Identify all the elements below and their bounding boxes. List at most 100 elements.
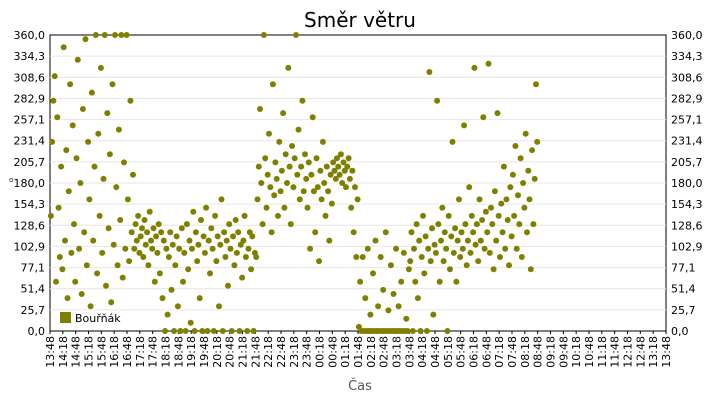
x-tick-label: 17:18: [134, 336, 147, 368]
data-point: [94, 270, 100, 276]
data-point: [272, 159, 278, 165]
data-point: [446, 213, 452, 219]
data-point: [108, 299, 114, 305]
x-tick-label: 04:18: [416, 336, 429, 368]
data-point: [212, 213, 218, 219]
data-point: [284, 180, 290, 186]
data-point: [266, 131, 272, 137]
data-point: [167, 229, 173, 235]
data-point: [335, 164, 341, 170]
data-point: [124, 32, 130, 38]
x-tick-label: 02:18: [365, 336, 378, 368]
x-tick-label: 09:18: [545, 336, 558, 368]
data-point: [518, 155, 524, 161]
data-point: [503, 196, 509, 202]
data-point: [225, 283, 231, 289]
x-tick-label: 07:18: [493, 336, 506, 368]
y-tick-label-right: 308,6: [671, 71, 703, 84]
data-point: [415, 295, 421, 301]
data-point: [63, 147, 69, 153]
data-point: [185, 266, 191, 272]
data-point: [97, 213, 103, 219]
data-point: [198, 217, 204, 223]
data-point: [349, 168, 355, 174]
y-axis-right: 0,025,751,477,1102,9128,6154,3180,0205,7…: [671, 29, 703, 338]
x-axis-label: Čas: [348, 378, 372, 394]
x-tick-label: 19:48: [198, 336, 211, 368]
data-point: [388, 262, 394, 268]
data-point: [68, 250, 74, 256]
data-point: [414, 221, 420, 227]
data-point: [497, 254, 503, 260]
data-point: [233, 217, 239, 223]
x-tick-label: 03:48: [403, 336, 416, 368]
data-point: [216, 303, 222, 309]
data-point: [465, 238, 471, 244]
data-point: [279, 168, 285, 174]
data-point: [428, 258, 434, 264]
data-point: [507, 184, 513, 190]
data-point: [308, 172, 314, 178]
data-point: [276, 139, 282, 145]
x-tick-label: 21:48: [249, 336, 262, 368]
x-tick-label: 01:48: [352, 336, 365, 368]
data-point: [530, 221, 536, 227]
data-point: [378, 254, 384, 260]
data-point: [217, 242, 223, 248]
data-point: [84, 262, 90, 268]
data-point: [112, 32, 118, 38]
data-point: [319, 196, 325, 202]
data-point: [246, 246, 252, 252]
data-point: [406, 266, 412, 272]
data-point: [242, 213, 248, 219]
data-point: [410, 328, 416, 334]
data-point: [326, 238, 332, 244]
x-axis: 13:48 14:18 14:48 15:18 15:48 16:18 16:48 17:18…: [44, 331, 673, 368]
data-point: [118, 32, 124, 38]
data-point: [131, 246, 137, 252]
data-point: [493, 238, 499, 244]
data-point: [310, 114, 316, 120]
data-point: [314, 155, 320, 161]
data-point: [437, 279, 443, 285]
data-point: [243, 254, 249, 260]
data-point: [456, 196, 462, 202]
x-tick-label: 20:18: [211, 336, 224, 368]
y-tick-label-right: 154,3: [671, 198, 703, 211]
data-point: [98, 65, 104, 71]
data-point: [163, 246, 169, 252]
data-point: [165, 312, 171, 318]
data-point: [144, 229, 150, 235]
data-point: [357, 279, 363, 285]
data-point: [176, 246, 182, 252]
data-point: [292, 155, 298, 161]
data-point: [299, 98, 305, 104]
data-point: [352, 184, 358, 190]
data-point: [255, 196, 261, 202]
data-point: [453, 279, 459, 285]
data-point: [202, 250, 208, 256]
x-tick-label: 09:48: [557, 336, 570, 368]
data-point: [479, 217, 485, 223]
data-point: [174, 233, 180, 239]
data-point: [491, 266, 497, 272]
y-tick-label-right: 231,4: [671, 135, 703, 148]
y-tick-label-right: 102,9: [671, 240, 703, 253]
data-point: [67, 81, 73, 87]
data-point: [115, 262, 121, 268]
data-point: [489, 221, 495, 227]
data-point: [71, 221, 77, 227]
data-point: [420, 213, 426, 219]
x-tick-label: 01:18: [339, 336, 352, 368]
data-point: [383, 229, 389, 235]
data-point: [475, 258, 481, 264]
data-point: [179, 225, 185, 231]
data-point: [203, 205, 209, 211]
data-point: [89, 90, 95, 96]
data-point: [230, 233, 236, 239]
data-point: [207, 270, 213, 276]
data-point: [122, 246, 128, 252]
data-point: [257, 106, 263, 112]
data-point: [240, 238, 246, 244]
data-point: [283, 151, 289, 157]
